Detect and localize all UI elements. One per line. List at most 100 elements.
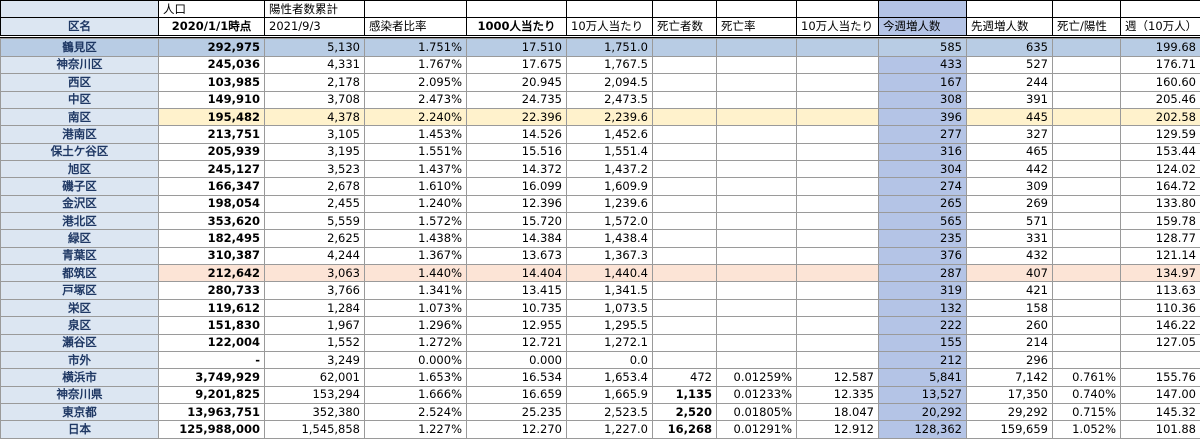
table-cell: 14.526 (466, 125, 567, 144)
table-cell: 103,985 (158, 73, 265, 92)
table-cell: 死亡者数 (652, 17, 717, 38)
table-cell: 1,545,858 (264, 420, 365, 439)
table-cell: 128,362 (878, 420, 967, 439)
table-cell: 1.052% (1052, 420, 1121, 439)
table-cell (652, 316, 717, 335)
table-cell: 0.000% (364, 350, 467, 370)
table-cell: 1,609.9 (566, 177, 653, 196)
table-cell: 145.32 (1120, 402, 1200, 422)
table-cell (716, 125, 797, 144)
table-cell: 東京都 (0, 402, 159, 422)
table-row: 磯子区 166,347 2,678 1.610% 16.099 1,609.9 274 309… (0, 177, 1200, 196)
table-cell: 今週増人数 (878, 17, 967, 38)
table-cell: 124.02 (1120, 159, 1200, 179)
table-cell: 1.296% (364, 316, 467, 335)
table-row: 港北区 353,620 5,559 1.572% 15.720 1,572.0 565 571… (0, 212, 1200, 231)
table-cell (716, 0, 797, 19)
table-cell: 瀬谷区 (0, 333, 159, 352)
table-cell: 199.68 (1120, 38, 1200, 57)
table-cell (652, 246, 717, 266)
table-cell (1052, 90, 1121, 109)
table-cell: 122,004 (158, 333, 265, 352)
table-cell: 113.63 (1120, 281, 1200, 300)
table-cell: 134.97 (1120, 264, 1200, 283)
table-row: 神奈川区 245,036 4,331 1.767% 17.675 1,767.5 433 52… (0, 55, 1200, 75)
table-cell: 2,473.5 (566, 90, 653, 109)
table-cell: 396 (878, 107, 967, 127)
table-row: 瀬谷区 122,004 1,552 1.272% 12.721 1,272.1 155 214… (0, 333, 1200, 352)
table-row (0, 35, 1200, 40)
table-cell: 245,127 (158, 159, 265, 179)
table-cell (1052, 159, 1121, 179)
table-cell (652, 142, 717, 161)
table-cell: 2,678 (264, 177, 365, 196)
table-cell (716, 159, 797, 179)
table-cell: 週（10万人） (1120, 17, 1200, 38)
table-cell: 12.955 (466, 316, 567, 335)
table-cell: 15.516 (466, 142, 567, 161)
table-cell: 1,665.9 (566, 385, 653, 404)
table-cell (652, 0, 717, 19)
table-cell: 133.80 (1120, 194, 1200, 214)
table-cell: 167 (878, 73, 967, 92)
table-cell: 10万人当たり (796, 17, 879, 38)
table-cell (652, 90, 717, 109)
table-cell: 2,239.6 (566, 107, 653, 127)
table-cell: 10.735 (466, 298, 567, 318)
table-cell: 鶴見区 (0, 38, 159, 57)
table-cell: 13.673 (466, 246, 567, 266)
table-row: 人口 陽性者数累計 (0, 0, 1200, 19)
table-cell: 331 (966, 229, 1053, 248)
table-cell: 2.473% (364, 90, 467, 109)
table-cell: 12.587 (796, 368, 879, 387)
table-cell (652, 73, 717, 92)
table-cell: 1.572% (364, 212, 467, 231)
table-cell (1052, 350, 1121, 370)
table-cell: 245,036 (158, 55, 265, 75)
table-cell (796, 298, 879, 318)
table-cell: 222 (878, 316, 967, 335)
table-cell: 2,178 (264, 73, 365, 92)
table-cell: 2,520 (652, 402, 717, 422)
table-cell (1052, 194, 1121, 214)
table-cell: 12.721 (466, 333, 567, 352)
table-cell (1052, 246, 1121, 266)
table-cell: 2021/9/3 (264, 17, 365, 38)
table-cell: 1.341% (364, 281, 467, 300)
table-cell: 中区 (0, 90, 159, 109)
table-cell: 1,653.4 (566, 368, 653, 387)
table-cell (796, 264, 879, 283)
table-cell (796, 90, 879, 109)
table-cell: 319 (878, 281, 967, 300)
table-cell: 1,367.3 (566, 246, 653, 266)
table-cell (796, 38, 879, 57)
table-cell: 区名 (0, 17, 159, 38)
table-cell (716, 316, 797, 335)
table-cell: 442 (966, 159, 1053, 179)
table-row: 中区 149,910 3,708 2.473% 24.735 2,473.5 308 391 2… (0, 90, 1200, 109)
table-cell: 1,341.5 (566, 281, 653, 300)
table-row: 旭区 245,127 3,523 1.437% 14.372 1,437.2 304 442 1… (0, 159, 1200, 179)
table-row: 東京都 13,963,751 352,380 2.524% 25.235 2,523.5 2… (0, 402, 1200, 422)
table-row: 南区 195,482 4,378 2.240% 22.396 2,239.6 396 445 2… (0, 107, 1200, 127)
table-cell: 都筑区 (0, 264, 159, 283)
table-cell: 12.396 (466, 194, 567, 214)
table-cell: 1,572.0 (566, 212, 653, 231)
table-cell: 10万人当たり (566, 17, 653, 38)
table-cell: 16.099 (466, 177, 567, 196)
table-cell: 160.60 (1120, 73, 1200, 92)
table-cell: 212,642 (158, 264, 265, 283)
table-cell: 176.71 (1120, 55, 1200, 75)
table-cell: 527 (966, 55, 1053, 75)
table-cell: 港北区 (0, 212, 159, 231)
table-cell (716, 298, 797, 318)
table-cell: 274 (878, 177, 967, 196)
table-cell (716, 212, 797, 231)
table-cell: 205.46 (1120, 90, 1200, 109)
table-cell (1052, 281, 1121, 300)
table-cell: 3,523 (264, 159, 365, 179)
table-cell (1052, 316, 1121, 335)
table-cell (652, 264, 717, 283)
table-cell: 125,988,000 (158, 420, 265, 439)
